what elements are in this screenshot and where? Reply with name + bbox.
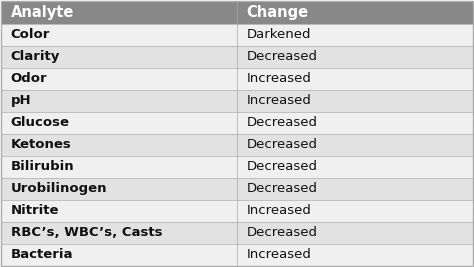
Text: Change: Change: [246, 5, 309, 20]
Text: RBC’s, WBC’s, Casts: RBC’s, WBC’s, Casts: [11, 226, 162, 239]
FancyBboxPatch shape: [1, 1, 473, 24]
Text: Decreased: Decreased: [246, 116, 318, 129]
Text: pH: pH: [11, 94, 31, 107]
Text: Analyte: Analyte: [11, 5, 74, 20]
Text: Urobilinogen: Urobilinogen: [11, 182, 107, 195]
FancyBboxPatch shape: [1, 134, 473, 156]
Text: Nitrite: Nitrite: [11, 204, 59, 217]
FancyBboxPatch shape: [1, 200, 473, 222]
Text: Decreased: Decreased: [246, 182, 318, 195]
Text: Decreased: Decreased: [246, 50, 318, 63]
Text: Decreased: Decreased: [246, 160, 318, 173]
Text: Decreased: Decreased: [246, 226, 318, 239]
FancyBboxPatch shape: [1, 244, 473, 266]
FancyBboxPatch shape: [1, 46, 473, 68]
Text: Color: Color: [11, 28, 50, 41]
FancyBboxPatch shape: [1, 24, 473, 46]
Text: Odor: Odor: [11, 72, 47, 85]
Text: Increased: Increased: [246, 204, 311, 217]
Text: Increased: Increased: [246, 248, 311, 261]
FancyBboxPatch shape: [1, 178, 473, 200]
Text: Decreased: Decreased: [246, 138, 318, 151]
Text: Bacteria: Bacteria: [11, 248, 73, 261]
FancyBboxPatch shape: [1, 68, 473, 90]
Text: Bilirubin: Bilirubin: [11, 160, 74, 173]
Text: Ketones: Ketones: [11, 138, 72, 151]
Text: Glucose: Glucose: [11, 116, 70, 129]
Text: Darkened: Darkened: [246, 28, 311, 41]
FancyBboxPatch shape: [1, 222, 473, 244]
FancyBboxPatch shape: [1, 112, 473, 134]
FancyBboxPatch shape: [1, 90, 473, 112]
Text: Increased: Increased: [246, 94, 311, 107]
Text: Increased: Increased: [246, 72, 311, 85]
Text: Clarity: Clarity: [11, 50, 60, 63]
FancyBboxPatch shape: [1, 156, 473, 178]
